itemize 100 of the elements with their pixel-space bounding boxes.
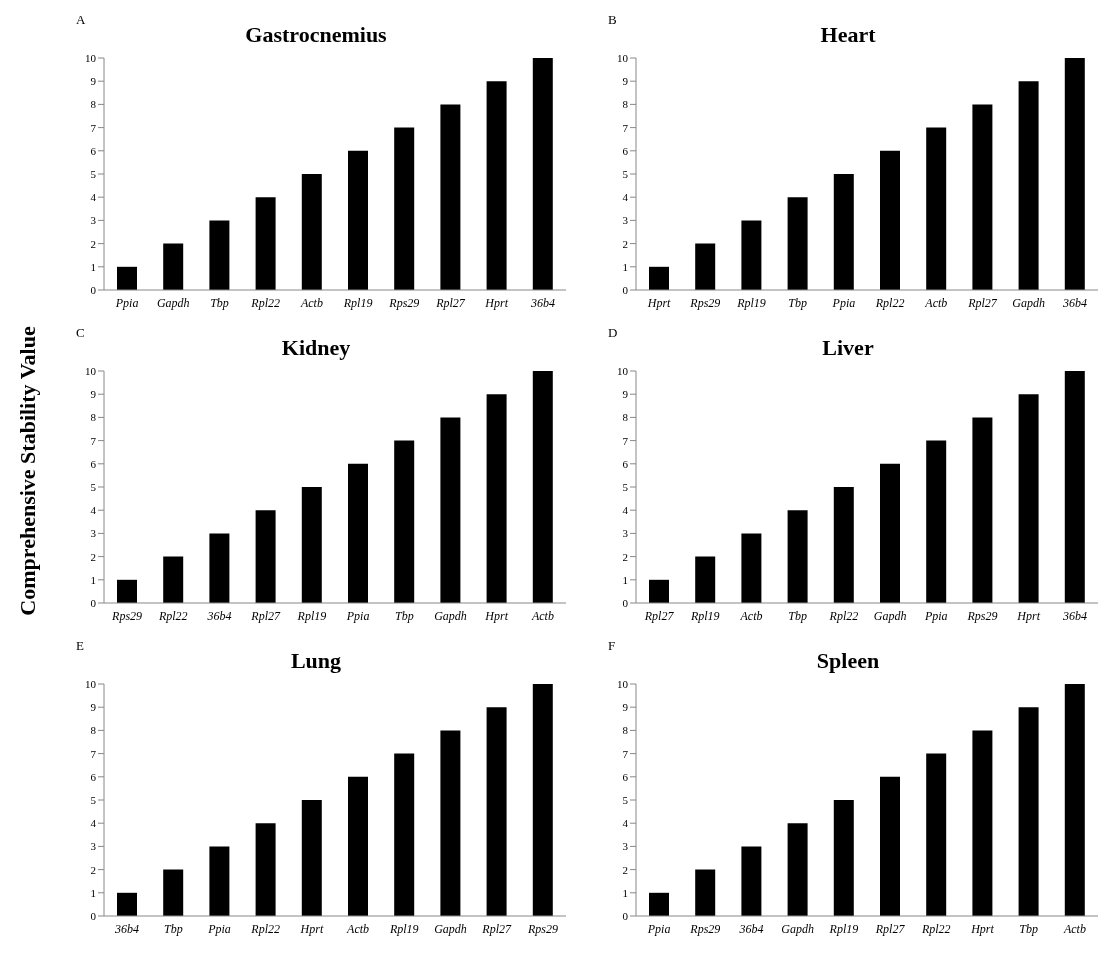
y-tick-label: 8 bbox=[622, 98, 629, 111]
bar bbox=[741, 533, 762, 603]
bar bbox=[1064, 684, 1085, 916]
bar bbox=[972, 417, 993, 603]
x-tick-label: Ppia bbox=[207, 921, 231, 936]
y-tick-label: 2 bbox=[622, 550, 628, 563]
bar bbox=[695, 243, 716, 290]
y-tick-label: 5 bbox=[622, 480, 629, 493]
y-tick-label: 7 bbox=[622, 434, 629, 447]
chart-title: Liver bbox=[822, 335, 874, 360]
bar bbox=[301, 800, 322, 916]
x-tick-label: Gapdh bbox=[156, 295, 190, 310]
y-tick-label: 8 bbox=[622, 724, 629, 737]
x-tick-label: Rpl22 bbox=[920, 921, 951, 936]
y-tick-label: 2 bbox=[90, 863, 96, 876]
y-tick-label: 9 bbox=[90, 701, 97, 714]
bar bbox=[255, 510, 276, 603]
x-tick-label: Rpl27 bbox=[874, 921, 906, 936]
y-tick-label: 0 bbox=[90, 596, 97, 609]
y-tick-label: 8 bbox=[90, 724, 97, 737]
bar bbox=[926, 753, 947, 916]
y-tick-label: 2 bbox=[622, 863, 628, 876]
x-tick-label: Tbp bbox=[163, 921, 183, 936]
x-tick-label: Rpl19 bbox=[388, 921, 419, 936]
bar bbox=[348, 463, 368, 603]
x-tick-label: Rps29 bbox=[526, 921, 558, 936]
x-tick-label: Hprt bbox=[1016, 608, 1041, 623]
y-tick-label: 10 bbox=[617, 51, 629, 64]
y-tick-label: 4 bbox=[622, 817, 629, 830]
y-tick-label: 6 bbox=[622, 770, 629, 783]
y-tick-label: 0 bbox=[90, 909, 97, 922]
x-tick-label: Rpl22 bbox=[250, 295, 281, 310]
y-tick-label: 5 bbox=[90, 793, 97, 806]
y-tick-label: 8 bbox=[622, 411, 629, 424]
y-tick-label: 7 bbox=[90, 434, 97, 447]
x-tick-label: Rpl22 bbox=[874, 295, 905, 310]
x-tick-label: Gapdh bbox=[1012, 295, 1046, 310]
x-tick-label: Actb bbox=[1062, 921, 1086, 936]
y-tick-label: 1 bbox=[90, 260, 96, 273]
y-tick-label: 4 bbox=[622, 504, 629, 517]
x-tick-label: Rpl19 bbox=[342, 295, 373, 310]
bar bbox=[833, 174, 854, 290]
x-tick-label: 36b4 bbox=[206, 608, 232, 623]
y-tick-label: 1 bbox=[90, 573, 96, 586]
text: B bbox=[608, 12, 617, 28]
x-tick-label: Gapdh bbox=[434, 608, 467, 623]
x-tick-label: Ppia bbox=[831, 295, 856, 310]
x-tick-label: Rpl19 bbox=[296, 608, 327, 623]
bar bbox=[880, 463, 900, 603]
x-tick-label: Tbp bbox=[1019, 921, 1039, 936]
y-tick-label: 1 bbox=[90, 886, 96, 899]
y-tick-label: 9 bbox=[622, 388, 629, 401]
x-tick-label: Actb bbox=[299, 295, 323, 310]
bar bbox=[649, 266, 669, 290]
x-tick-label: Gapdh bbox=[781, 921, 815, 936]
bar bbox=[695, 869, 716, 916]
bar bbox=[348, 776, 368, 916]
y-tick-label: 3 bbox=[622, 840, 629, 853]
x-tick-label: Rpl19 bbox=[689, 608, 720, 623]
bar bbox=[348, 150, 368, 290]
text: E bbox=[76, 638, 84, 654]
y-tick-label: 3 bbox=[90, 214, 97, 227]
x-tick-label: Hprt bbox=[484, 295, 509, 310]
y-tick-label: 4 bbox=[90, 191, 97, 204]
bar bbox=[741, 846, 762, 916]
bar bbox=[209, 846, 230, 916]
y-tick-label: 6 bbox=[90, 457, 97, 470]
y-tick-label: 9 bbox=[622, 701, 629, 714]
bar bbox=[649, 892, 669, 916]
x-tick-label: Gapdh bbox=[873, 608, 907, 623]
y-tick-label: 8 bbox=[90, 411, 97, 424]
bar bbox=[394, 127, 415, 290]
y-tick-label: 10 bbox=[85, 51, 97, 64]
x-tick-label: Rpl27 bbox=[250, 608, 282, 623]
x-tick-label: Rpl22 bbox=[828, 608, 859, 623]
y-tick-label: 10 bbox=[85, 677, 97, 690]
x-tick-label: Rps29 bbox=[388, 295, 420, 310]
y-tick-label: 3 bbox=[622, 214, 629, 227]
bar bbox=[926, 440, 947, 603]
text: F bbox=[608, 638, 616, 654]
x-tick-label: Rps29 bbox=[689, 295, 721, 310]
bar bbox=[695, 556, 716, 603]
bar bbox=[301, 174, 322, 290]
y-tick-label: 1 bbox=[622, 260, 628, 273]
bar bbox=[532, 371, 553, 603]
bar bbox=[440, 417, 461, 603]
x-tick-label: Tbp bbox=[210, 295, 229, 310]
x-tick-label: Ppia bbox=[923, 608, 948, 623]
x-tick-label: Tbp bbox=[788, 295, 808, 310]
y-tick-label: 4 bbox=[90, 504, 97, 517]
x-tick-label: Rpl19 bbox=[736, 295, 766, 310]
bar bbox=[787, 197, 808, 290]
y-tick-label: 9 bbox=[90, 388, 97, 401]
y-tick-label: 6 bbox=[622, 457, 629, 470]
bar bbox=[972, 104, 993, 290]
y-tick-label: 3 bbox=[622, 527, 629, 540]
x-tick-label: Actb bbox=[924, 295, 948, 310]
y-tick-label: 0 bbox=[622, 283, 629, 296]
bar bbox=[1064, 58, 1085, 290]
y-tick-label: 2 bbox=[90, 237, 96, 250]
